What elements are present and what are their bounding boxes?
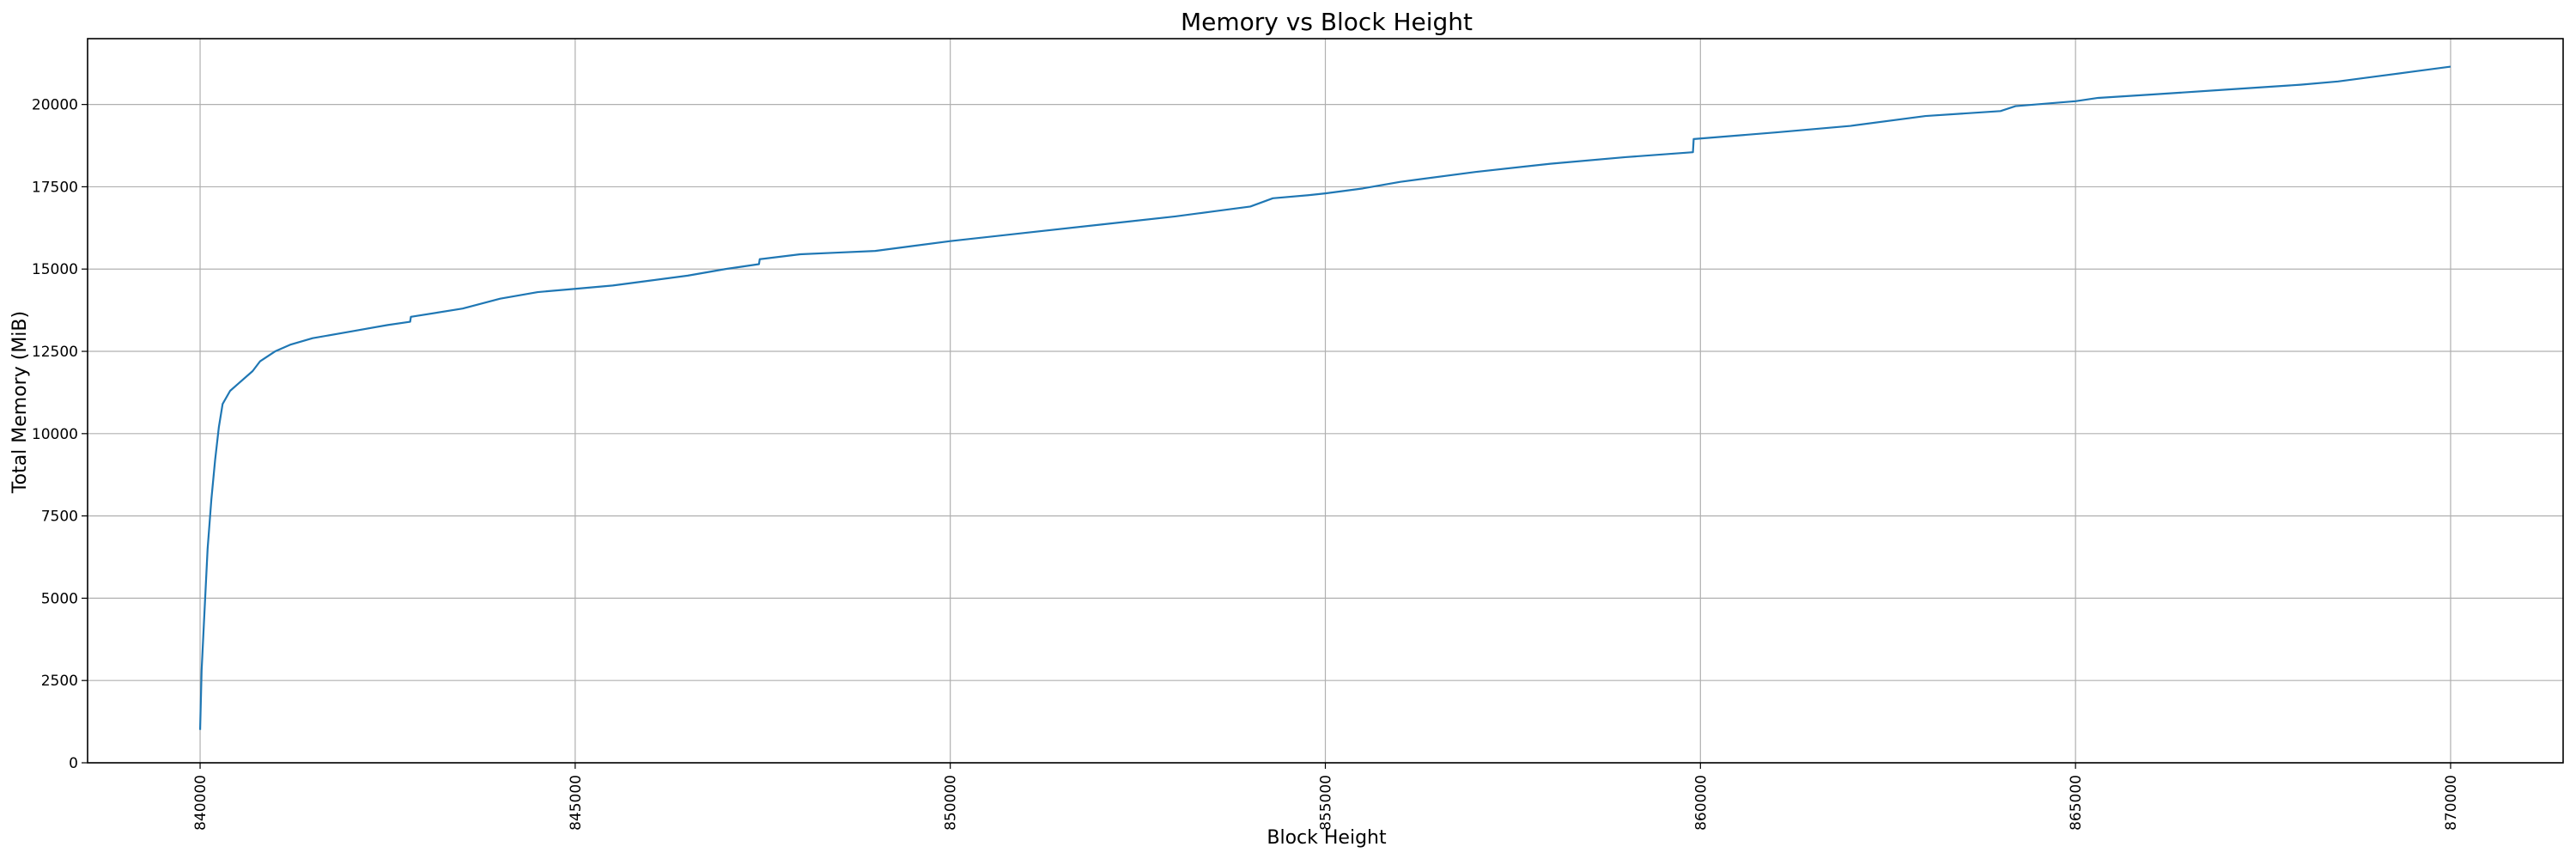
y-tick-label: 7500 — [41, 509, 78, 526]
y-axis-label: Total Memory (MiB) — [9, 311, 31, 494]
y-tick-label: 12500 — [32, 344, 78, 361]
y-tick-label: 20000 — [32, 97, 78, 114]
y-tick-label: 2500 — [41, 673, 78, 690]
x-tick-label: 865000 — [2068, 775, 2085, 831]
y-tick-label: 0 — [69, 755, 78, 772]
y-tick-label: 17500 — [32, 179, 78, 196]
x-tick-label: 855000 — [1318, 775, 1335, 831]
series-line-memory — [198, 65, 2451, 730]
x-tick-label: 860000 — [1692, 775, 1710, 831]
x-tick-label: 845000 — [568, 775, 585, 831]
y-tick-label: 15000 — [32, 261, 78, 278]
x-tick-label: 870000 — [2443, 775, 2460, 831]
grid — [88, 39, 2563, 764]
y-axis-ticks: 0 2500 5000 7500 10000 12500 15000 17500 20000 — [32, 97, 88, 772]
series-layer — [198, 65, 2451, 730]
x-tick-label: 840000 — [192, 775, 210, 831]
y-tick-label: 5000 — [41, 590, 78, 607]
chart-title: Memory vs Block Height — [1181, 8, 1473, 36]
x-axis-label: Block Height — [1267, 827, 1387, 849]
x-axis-ticks: 840000 845000 850000 855000 860000 865000 8700… — [192, 763, 2460, 831]
y-tick-label: 10000 — [32, 426, 78, 443]
x-tick-label: 850000 — [943, 775, 960, 831]
